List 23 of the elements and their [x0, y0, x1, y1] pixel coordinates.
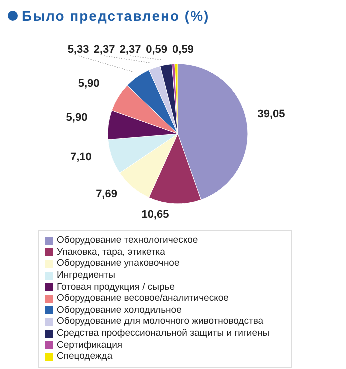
chart-title: Было представлено (%)	[22, 8, 210, 24]
data-label: 2,37	[94, 44, 116, 56]
data-label: 2,37	[120, 44, 142, 56]
legend-label: Оборудование для молочного животноводства	[57, 316, 264, 328]
legend-label: Оборудование весовое/аналитическое	[57, 293, 229, 304]
legend-label: Спецодежда	[57, 351, 113, 362]
legend-label: Сертификация	[57, 340, 123, 351]
data-label: 10,65	[142, 208, 170, 221]
data-label: 0,59	[172, 44, 194, 56]
data-label: 0,59	[146, 44, 168, 56]
legend-label: Оборудование холодильное	[57, 304, 182, 316]
data-label: 7,10	[70, 152, 92, 164]
data-label: 7,69	[96, 188, 118, 201]
legend-label: Ингредиенты	[57, 270, 116, 282]
data-label: 39,05	[258, 108, 286, 120]
legend-label: Оборудование технологическое	[57, 235, 198, 246]
legend-label: Средства профессиональной защиты и гигиены	[57, 328, 270, 340]
data-label: 5,90	[66, 112, 88, 124]
legend-label: Оборудование упаковочное	[57, 258, 180, 270]
data-label: 5,33	[68, 44, 90, 56]
legend-label: Упаковка, тара, этикетка	[57, 246, 166, 258]
data-label: 5,90	[78, 78, 100, 90]
legend-label: Готовая продукция / сырье	[57, 282, 175, 293]
